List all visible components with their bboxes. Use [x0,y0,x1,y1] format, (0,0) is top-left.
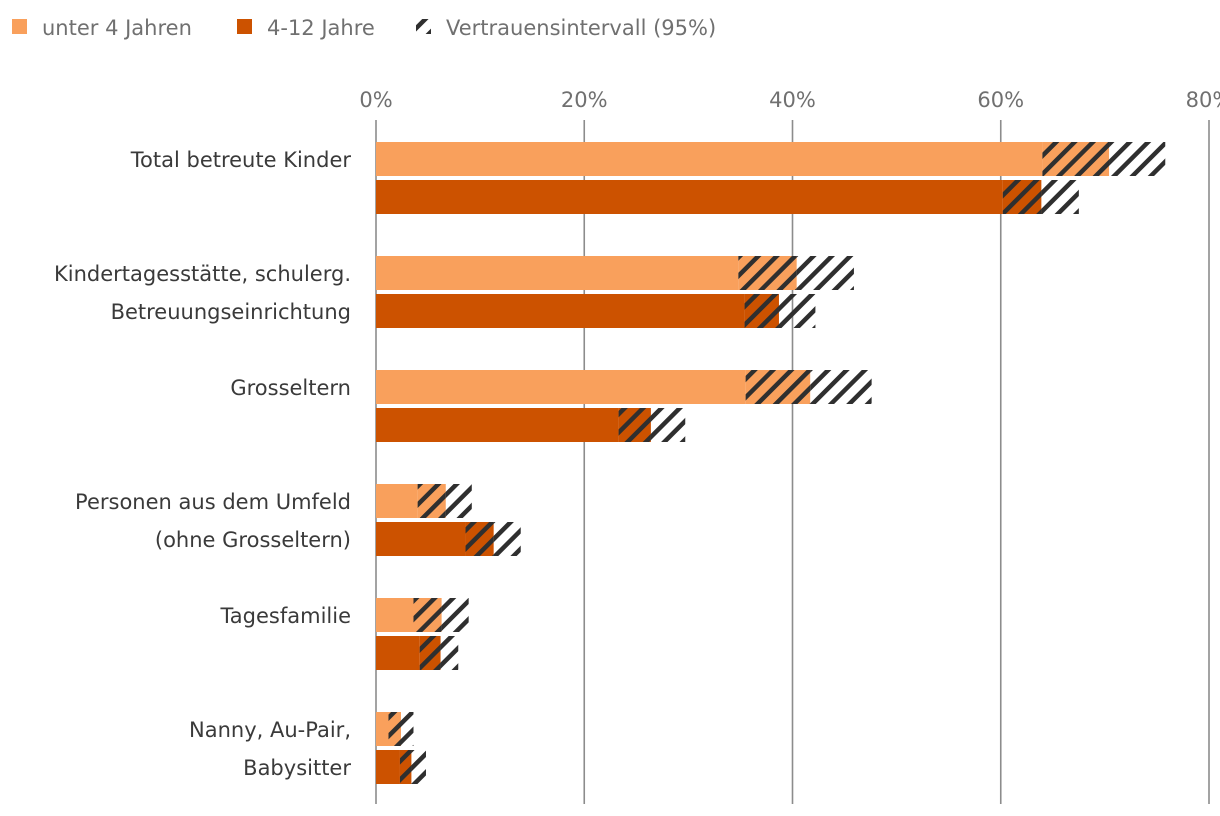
bar-unter-4 [376,370,746,404]
bar-unter-4 [376,598,414,632]
legend-label-unter-4: unter 4 Jahren [42,16,192,40]
category-label: Tagesfamilie [219,604,351,628]
ci-lower-segment-hatch [413,598,442,632]
category-label: Kindertagesstätte, schulerg. [54,262,351,286]
ci-upper-segment-hatch [810,370,872,404]
ci-lower-segment-hatch [738,256,797,290]
ci-upper-segment-hatch [400,712,414,746]
ci-upper-segment-hatch [1109,142,1166,176]
bar-4-12 [376,294,745,328]
bars [376,142,1166,784]
gridlines [375,120,1210,804]
ci-upper-segment-hatch [441,598,469,632]
legend-swatch-4-12 [237,19,252,34]
ci-upper-segment-hatch [778,294,816,328]
legend: unter 4 Jahren 4-12 Jahre Vertrauensinterv… [12,16,716,40]
category-labels: Total betreute Kinder Kindertagesstätte, … [54,148,351,780]
category-label: Nanny, Au-Pair, [189,718,351,742]
legend-label-ci: Vertrauensintervall (95%) [446,16,716,40]
category-label: Grosseltern [230,376,351,400]
bar-unter-4 [376,712,389,746]
bar-4-12 [376,750,400,784]
category-label: Babysitter [243,756,351,780]
category-label: Total betreute Kinder [130,148,352,172]
ci-upper-segment-hatch [411,750,426,784]
ci-lower-segment-hatch [417,484,446,518]
bar-4-12 [376,636,420,670]
ci-lower-segment-hatch [745,370,811,404]
x-tick-label: 40% [769,88,816,112]
ci-lower-segment-hatch [744,294,779,328]
x-tick-label: 80% [1186,88,1220,112]
bar-4-12 [376,408,619,442]
bar-unter-4 [376,484,418,518]
ci-lower-segment-hatch [388,712,401,746]
ci-lower-segment-hatch [465,522,494,556]
category-label: Personen aus dem Umfeld [75,490,351,514]
legend-swatch-ci [416,19,431,34]
ci-upper-segment-hatch [493,522,521,556]
legend-label-4-12: 4-12 Jahre [267,16,375,40]
category-label: Betreuungseinrichtung [111,300,351,324]
bar-unter-4 [376,256,739,290]
bar-4-12 [376,180,1003,214]
ci-lower-segment-hatch [419,636,441,670]
ci-upper-segment-hatch [1041,180,1079,214]
x-tick-label: 20% [561,88,608,112]
ci-upper-segment-hatch [796,256,854,290]
x-axis-ticks: 0% 20% 40% 60% 80% [359,88,1220,112]
x-tick-label: 60% [977,88,1024,112]
ci-upper-segment-hatch [445,484,472,518]
ci-lower-segment-hatch [1002,180,1042,214]
x-tick-label: 0% [359,88,392,112]
ci-upper-segment-hatch [440,636,459,670]
bar-4-12 [376,522,466,556]
bar-unter-4 [376,142,1043,176]
ci-upper-segment-hatch [650,408,686,442]
ci-lower-segment-hatch [1042,142,1110,176]
legend-swatch-unter-4 [12,19,27,34]
ci-lower-segment-hatch [618,408,651,442]
ci-lower-segment-hatch [399,750,412,784]
category-label: (ohne Grosseltern) [155,528,351,552]
